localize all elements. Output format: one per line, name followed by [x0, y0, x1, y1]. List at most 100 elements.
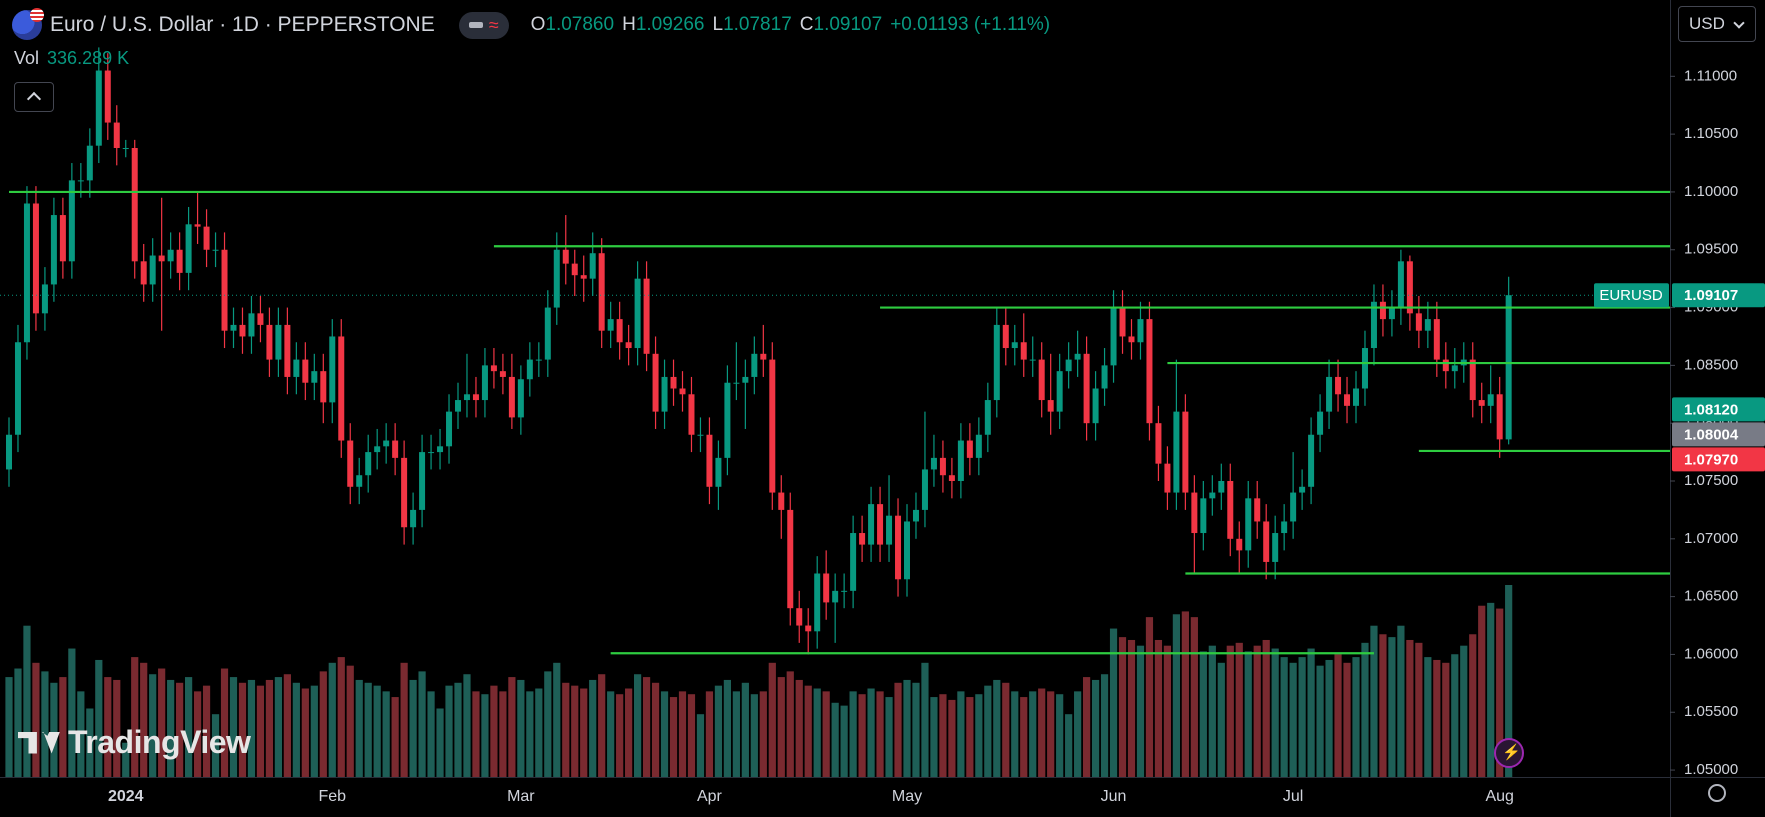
candle-body [652, 353, 659, 412]
currency-select[interactable]: USD [1678, 6, 1756, 42]
candle-body [1370, 301, 1377, 349]
x-tick-label: May [892, 788, 922, 805]
candle-body [1505, 295, 1512, 440]
candle-body [158, 255, 165, 262]
price-tag [1672, 397, 1765, 422]
volume-bar [517, 679, 525, 777]
candle-body [526, 359, 533, 380]
price-tag [1672, 422, 1765, 447]
volume-bar [858, 694, 866, 777]
candle-body [437, 446, 444, 453]
volume-bar [580, 688, 588, 777]
volume-bar [921, 662, 929, 777]
volume-bar [705, 691, 714, 777]
volume-bar [1307, 648, 1315, 777]
volume-bar [625, 688, 633, 777]
volume-bar [5, 677, 13, 777]
candle-body [742, 376, 749, 383]
candle-body [1281, 521, 1288, 534]
candle-body [966, 440, 973, 458]
candle-body [1290, 492, 1297, 522]
volume-bar [14, 668, 22, 777]
y-tick-label: 1.08500 [1684, 356, 1738, 373]
candle-body [1182, 411, 1189, 493]
volume-bar [1298, 657, 1306, 777]
candle-body [50, 215, 57, 285]
candle-body [239, 324, 246, 337]
candle-body [203, 226, 210, 250]
candle-body [77, 180, 84, 182]
volume-bar [292, 682, 300, 777]
volume-bar [1091, 679, 1100, 777]
candle-body [122, 148, 129, 149]
candle-body [1415, 313, 1422, 331]
candle-body [455, 400, 461, 412]
alert-button[interactable] [1494, 738, 1524, 768]
volume-bar [804, 685, 812, 777]
volume-bar [669, 697, 678, 777]
volume-bar [373, 685, 381, 777]
candle-body [535, 359, 542, 361]
candle-body [499, 371, 506, 377]
candle-body [1236, 538, 1243, 551]
volume-layer [5, 585, 1513, 777]
volume-bar [759, 691, 767, 777]
candle-body [1011, 342, 1018, 349]
volume-bar [454, 682, 462, 777]
volume-bar [1451, 654, 1459, 777]
volume-bar [741, 682, 749, 777]
candle-body [1245, 498, 1252, 551]
candle-body [14, 342, 21, 435]
candle-body [1487, 394, 1494, 406]
y-tick-label: 1.06000 [1684, 645, 1738, 662]
volume-bar [1029, 691, 1037, 777]
candle-body [1353, 388, 1359, 406]
candle-body [832, 590, 839, 603]
candle-body [32, 203, 39, 314]
volume-bar [589, 679, 597, 777]
candle-body [365, 452, 372, 476]
x-tick-label: Feb [318, 788, 346, 805]
candle-body [778, 492, 785, 510]
candle-body [374, 446, 381, 453]
candle-body [1227, 481, 1234, 539]
candle-body [733, 382, 740, 384]
x-tick-label: Jul [1283, 788, 1303, 805]
settings-button[interactable] [1708, 784, 1726, 802]
volume-bar [418, 671, 426, 777]
volume-bar [77, 691, 85, 777]
candle-body [356, 475, 363, 487]
status-pill[interactable]: ≈ [458, 11, 509, 39]
candle-body [661, 376, 668, 412]
volume-bar [1262, 639, 1270, 777]
y-tick-label: 1.05500 [1684, 703, 1738, 720]
volume-bar [409, 679, 417, 777]
volume-bar [1415, 642, 1423, 777]
candle-body [284, 324, 291, 377]
y-tick-label: 1.11000 [1684, 67, 1737, 84]
volume-bar [687, 694, 696, 777]
candle-body [841, 590, 848, 592]
volume-bar [813, 688, 821, 777]
candle-body [410, 509, 417, 528]
collapse-button[interactable] [14, 82, 54, 112]
volume-bar [903, 679, 911, 777]
candle-body [212, 249, 219, 251]
volume-bar [499, 691, 507, 777]
candle-body [1326, 376, 1333, 412]
candle-body [1029, 359, 1036, 361]
symbol-tag-label: EURUSD [1599, 287, 1663, 304]
candle-body [850, 533, 857, 591]
candle-body [1272, 533, 1279, 562]
volume-bar [885, 697, 893, 777]
candle-body [230, 324, 237, 331]
volume-bar [1172, 614, 1180, 777]
volume-bar [957, 691, 965, 777]
candle-body [939, 457, 946, 476]
volume-bar [616, 694, 624, 777]
volume-legend: Vol 336.289 K [14, 48, 129, 69]
candle-body [194, 224, 201, 227]
volume-bar [867, 688, 875, 777]
volume-bar [86, 708, 94, 777]
